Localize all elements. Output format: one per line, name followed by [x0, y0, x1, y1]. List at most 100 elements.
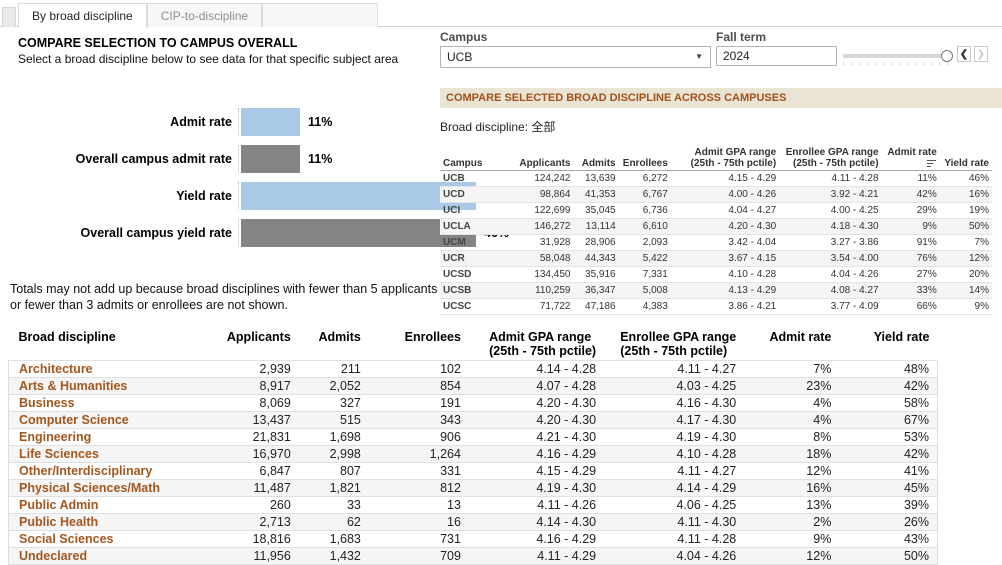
data-cell: 1,432: [298, 547, 369, 565]
bar-mark[interactable]: [241, 145, 300, 173]
column-header[interactable]: Enrollees: [404, 330, 461, 344]
fall-term-input[interactable]: [716, 46, 837, 66]
data-cell: 331: [368, 462, 469, 480]
row-label-cell[interactable]: UCR: [440, 250, 496, 267]
row-label-cell[interactable]: Undeclared: [8, 547, 219, 565]
slider-handle-icon[interactable]: [941, 50, 953, 62]
column-header[interactable]: Campus: [440, 146, 496, 171]
row-label-cell[interactable]: Public Admin: [8, 496, 219, 514]
data-cell: 98,864: [495, 186, 574, 203]
table-row[interactable]: UCLA 146,272 13,114 6,610 4.20 - 4.30 4.18 - …: [440, 218, 992, 235]
column-header[interactable]: Yield rate: [939, 146, 992, 171]
tab-bar: By broad discipline CIP-to-discipline: [0, 0, 1002, 28]
row-label-cell[interactable]: Engineering: [8, 428, 219, 446]
column-header[interactable]: Enrollees: [618, 146, 671, 171]
data-cell: 13,114: [573, 218, 619, 235]
tab-scroll-stub[interactable]: [2, 7, 16, 27]
bar-mark[interactable]: [241, 182, 476, 210]
table-row[interactable]: Public Admin 260 33 13 4.11 - 4.26 4.06 - 4.2…: [8, 496, 938, 514]
column-header[interactable]: Applicants: [226, 330, 291, 344]
data-cell: 327: [298, 394, 369, 412]
table-row[interactable]: Undeclared 11,956 1,432 709 4.11 - 4.29 4.04 …: [8, 547, 938, 565]
column-header[interactable]: Broad discipline: [18, 330, 116, 344]
table-row[interactable]: UCSC 71,722 47,186 4,383 3.86 - 4.21 3.77 - 4…: [440, 298, 992, 315]
previous-term-button[interactable]: ❮: [957, 46, 971, 62]
data-cell: 4.11 - 4.27: [604, 360, 745, 378]
data-cell: 1,698: [298, 428, 369, 446]
table-row[interactable]: Business 8,069 327 191 4.20 - 4.30 4.16 - 4.3…: [8, 394, 938, 412]
table-row[interactable]: Life Sciences 16,970 2,998 1,264 4.16 - 4.29…: [8, 445, 938, 463]
table-row[interactable]: Arts & Humanities 8,917 2,052 854 4.07 - 4.2…: [8, 377, 938, 395]
data-cell: 211: [298, 360, 369, 378]
table-row[interactable]: UCSD 134,450 35,916 7,331 4.10 - 4.28 4.04 - …: [440, 266, 992, 283]
data-cell: 4.11 - 4.26: [468, 496, 605, 514]
table-row[interactable]: UCSB 110,259 36,347 5,008 4.13 - 4.29 4.08 - …: [440, 282, 992, 299]
table-row[interactable]: UCR 58,048 44,343 5,422 3.67 - 4.15 3.54 - 4.…: [440, 250, 992, 267]
column-header[interactable]: Yield rate: [873, 330, 930, 344]
fall-term-slider[interactable]: [843, 50, 953, 62]
row-label-cell[interactable]: UCB: [440, 170, 496, 187]
column-header[interactable]: Enrollee GPA range (25th - 75th pctile): [620, 330, 737, 358]
column-header[interactable]: Admits: [318, 330, 361, 344]
data-cell: 71,722: [495, 298, 574, 315]
data-cell: 16%: [939, 186, 992, 203]
table-row[interactable]: Social Sciences 18,816 1,683 731 4.16 - 4.29…: [8, 530, 938, 548]
row-label-cell[interactable]: Architecture: [8, 360, 219, 378]
next-term-button[interactable]: ❯: [974, 46, 988, 62]
row-label-cell[interactable]: Computer Science: [8, 411, 219, 429]
row-label-cell[interactable]: Life Sciences: [8, 445, 219, 463]
row-label-cell[interactable]: UCI: [440, 202, 496, 219]
data-cell: 906: [368, 428, 469, 446]
data-cell: 4.15 - 4.29: [468, 462, 605, 480]
data-cell: 2,093: [618, 234, 671, 251]
table-row[interactable]: Engineering 21,831 1,698 906 4.21 - 4.30 4.19…: [8, 428, 938, 446]
data-cell: 812: [368, 479, 469, 497]
tab-cip-to-discipline[interactable]: CIP-to-discipline: [146, 3, 263, 27]
table-row[interactable]: Architecture 2,939 211 102 4.14 - 4.28 4.11 -…: [8, 360, 938, 378]
table-row[interactable]: Public Health 2,713 62 16 4.14 - 4.30 4.11 - …: [8, 513, 938, 531]
row-label-cell[interactable]: UCD: [440, 186, 496, 203]
column-header[interactable]: Admit rate: [881, 146, 940, 171]
data-cell: 4.21 - 4.30: [468, 428, 605, 446]
row-label-cell[interactable]: Other/Interdisciplinary: [8, 462, 219, 480]
column-header[interactable]: Admit GPA range (25th - 75th pctile): [489, 330, 597, 358]
data-cell: 4.11 - 4.28: [604, 530, 745, 548]
row-label-cell[interactable]: UCSD: [440, 266, 496, 283]
sort-icon[interactable]: [926, 159, 937, 168]
table-row[interactable]: Other/Interdisciplinary 6,847 807 331 4.15 -…: [8, 462, 938, 480]
bar-category-label: Admit rate: [170, 115, 232, 129]
column-header[interactable]: Enrollee GPA range (25th - 75th pctile): [779, 146, 882, 171]
column-header[interactable]: Admits: [573, 146, 619, 171]
column-header[interactable]: Admit GPA range (25th - 75th pctile): [670, 146, 780, 171]
row-label-cell[interactable]: Public Health: [8, 513, 219, 531]
data-cell: 11%: [881, 170, 940, 187]
data-cell: 31,928: [495, 234, 574, 251]
table-row[interactable]: UCB 124,242 13,639 6,272 4.15 - 4.29 4.11 - 4…: [440, 170, 992, 187]
campus-dropdown[interactable]: UCB ▼: [440, 46, 711, 68]
row-label-cell[interactable]: Arts & Humanities: [8, 377, 219, 395]
row-label-cell[interactable]: Social Sciences: [8, 530, 219, 548]
row-label-cell[interactable]: UCSB: [440, 282, 496, 299]
tab-by-broad-discipline[interactable]: By broad discipline: [18, 3, 147, 28]
bar-value-label: 11%: [308, 115, 333, 129]
data-cell: 4.10 - 4.28: [670, 266, 780, 283]
table-row[interactable]: UCI 122,699 35,045 6,736 4.04 - 4.27 4.00 - 4…: [440, 202, 992, 219]
table-row[interactable]: UCD 98,864 41,353 6,767 4.00 - 4.26 3.92 - 4.…: [440, 186, 992, 203]
column-header[interactable]: Applicants: [495, 146, 574, 171]
table-row[interactable]: UCM 31,928 28,906 2,093 3.42 - 4.04 3.27 - 3.…: [440, 234, 992, 251]
bar-mark[interactable]: [241, 219, 476, 247]
row-label-cell[interactable]: UCSC: [440, 298, 496, 315]
row-label-cell[interactable]: UCM: [440, 234, 496, 251]
data-cell: 3.42 - 4.04: [670, 234, 780, 251]
row-label-cell[interactable]: Business: [8, 394, 219, 412]
data-cell: 45%: [839, 479, 938, 497]
row-label-cell[interactable]: Physical Sciences/Math: [8, 479, 219, 497]
data-cell: 122,699: [495, 202, 574, 219]
slider-ticks: [843, 62, 951, 66]
column-header[interactable]: Admit rate: [769, 330, 832, 344]
bar-mark[interactable]: [241, 108, 300, 136]
data-cell: 3.54 - 4.00: [779, 250, 882, 267]
row-label-cell[interactable]: UCLA: [440, 218, 496, 235]
table-row[interactable]: Computer Science 13,437 515 343 4.20 - 4.30 4…: [8, 411, 938, 429]
table-row[interactable]: Physical Sciences/Math 11,487 1,821 812 4.19…: [8, 479, 938, 497]
